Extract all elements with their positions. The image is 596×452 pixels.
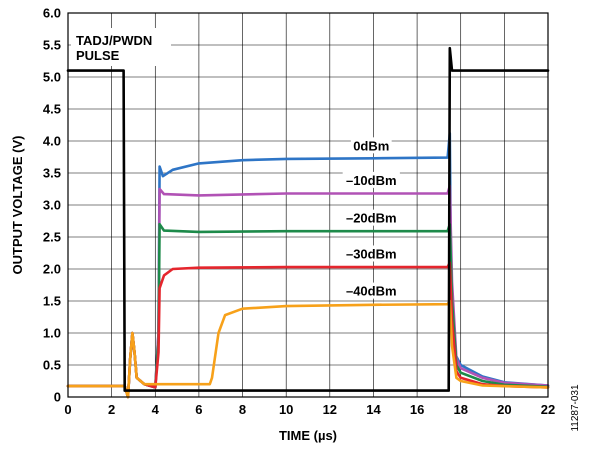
x-tick-label: 2: [108, 402, 115, 417]
annotation-background: [71, 28, 171, 66]
y-axis-title: OUTPUT VOLTAGE (V): [10, 136, 25, 275]
series-label: –30dBm: [346, 246, 397, 261]
x-tick-label: 14: [366, 402, 381, 417]
annotation-line-1: TADJ/PWDN: [76, 33, 152, 48]
y-tick-label: 3.5: [43, 166, 61, 181]
series-line-10dBm: [66, 184, 550, 399]
y-tick-label: 1.5: [43, 294, 61, 309]
figure-id: 11287-031: [570, 384, 581, 432]
series-label: –10dBm: [346, 173, 397, 188]
series-label-background: [342, 171, 400, 188]
y-tick-label: 5.0: [43, 70, 61, 85]
x-tick-label: 20: [497, 402, 511, 417]
x-tick-label: 18: [453, 402, 467, 417]
series-label-background: [342, 209, 400, 226]
series-label: –20dBm: [346, 211, 397, 226]
series-labels: 0dBm –10dBm –20dBm –30dBm –40dBm: [342, 137, 400, 299]
y-tick-label: 4.5: [43, 102, 61, 117]
series-lines: [66, 46, 550, 399]
y-tick-label: 2.5: [43, 230, 61, 245]
y-tick-label: 6.0: [43, 6, 61, 21]
x-axis-title: TIME (µs): [279, 428, 337, 443]
x-tick-label: 10: [279, 402, 293, 417]
x-tick-label: 22: [541, 402, 555, 417]
x-tick-label: 8: [239, 402, 246, 417]
plot-frame: [67, 12, 549, 398]
series-label: 0dBm: [353, 138, 389, 153]
x-tick-labels: 0 2 4 6 8 10 12 14 16 18 20 22: [64, 402, 555, 417]
pulse-line: [66, 46, 550, 392]
series-line-20dBm: [66, 222, 550, 399]
gridlines: [68, 13, 548, 397]
x-tick-label: 4: [152, 402, 160, 417]
y-tick-label: 4.0: [43, 134, 61, 149]
y-tick-label: 3.0: [43, 198, 61, 213]
series-label-background: [342, 282, 400, 299]
x-tick-label: 16: [410, 402, 424, 417]
x-tick-label: 6: [195, 402, 202, 417]
series-line-30dBm: [66, 261, 550, 399]
y-tick-label: 0.5: [43, 358, 61, 373]
y-tick-label: 1.0: [43, 326, 61, 341]
y-tick-labels: 0 0.5 1.0 1.5 2.0 2.5 3.0 3.5 4.0 4.5 5.0 5.5 6.0: [43, 6, 61, 405]
y-tick-label: 2.0: [43, 262, 61, 277]
x-tick-label: 0: [64, 402, 71, 417]
x-tick-label: 12: [323, 402, 337, 417]
series-label: –40dBm: [346, 284, 397, 299]
series-line-40dBm: [66, 299, 550, 399]
y-tick-label: 5.5: [43, 38, 61, 53]
y-tick-label: 0: [54, 390, 61, 405]
series-label-background: [350, 137, 392, 154]
annotation-box: TADJ/PWDN PULSE: [71, 28, 171, 66]
annotation-line-2: PULSE: [76, 48, 120, 63]
series-label-background: [342, 245, 400, 262]
